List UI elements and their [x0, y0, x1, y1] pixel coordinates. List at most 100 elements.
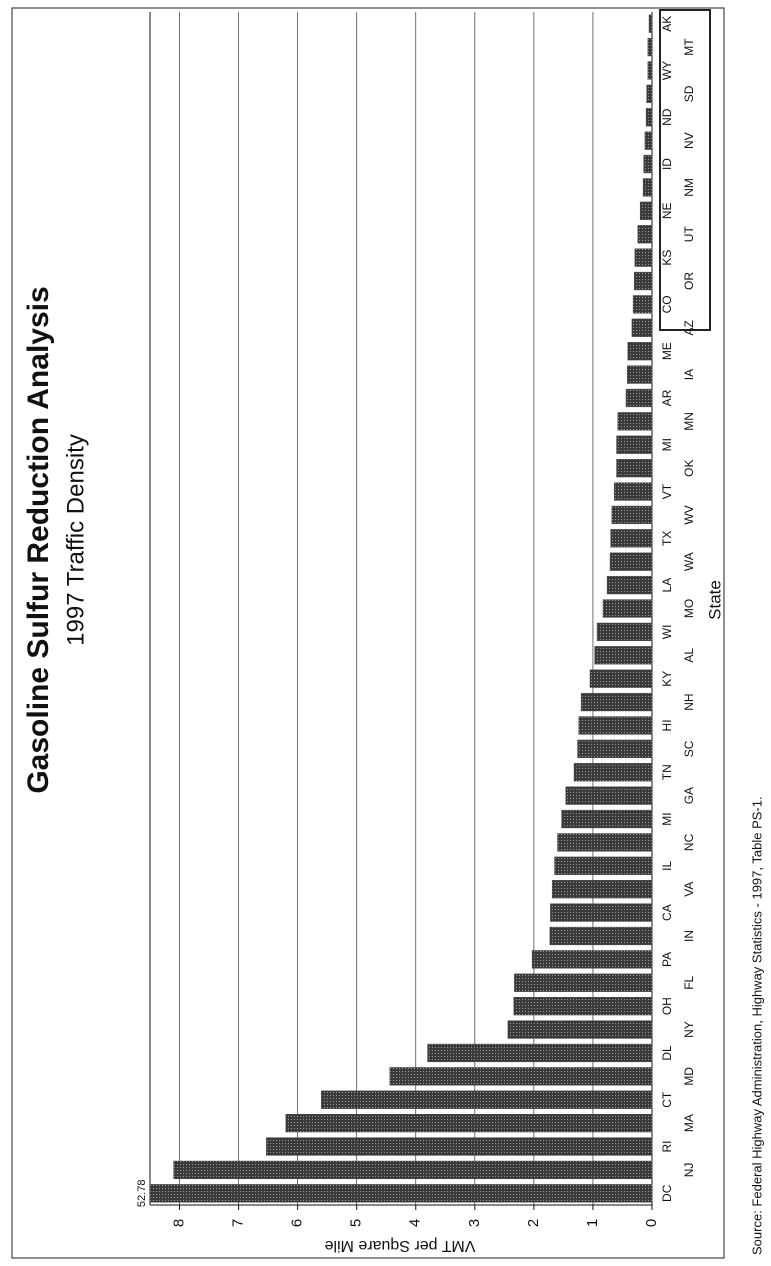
x-tick-label: NV: [682, 132, 696, 149]
x-tick-label: RI: [660, 1141, 674, 1153]
x-tick-label: MD: [682, 1067, 696, 1086]
bar: [173, 1160, 653, 1180]
x-tick-label: DL: [660, 1045, 674, 1061]
x-tick-label: MT: [682, 38, 696, 56]
bar: [647, 61, 653, 80]
bar: [626, 365, 653, 384]
bar: [389, 1067, 653, 1086]
x-tick-label: NC: [682, 833, 696, 851]
bar: [321, 1090, 653, 1109]
x-tick-label: WI: [660, 625, 674, 640]
x-tick-label: WV: [682, 505, 696, 524]
bar: [642, 178, 653, 197]
x-tick-label: MN: [682, 412, 696, 431]
bar: [631, 318, 653, 337]
y-tick-label: 7: [230, 1219, 247, 1227]
y-tick-label: 5: [348, 1219, 365, 1227]
bar: [616, 459, 653, 478]
x-tick-label: WA: [682, 552, 696, 571]
bar: [578, 716, 653, 735]
value-label: 52.78: [136, 1180, 148, 1208]
x-tick-label: CA: [660, 904, 674, 921]
source-note: Source: Federal Highway Administration, …: [749, 796, 764, 1255]
x-tick-label: WY: [660, 61, 674, 80]
x-tick-label: IL: [660, 860, 674, 870]
bar: [634, 271, 653, 291]
bar: [550, 903, 653, 922]
bar: [589, 669, 653, 688]
x-tick-label: OR: [682, 272, 696, 290]
bar: [647, 37, 653, 57]
x-tick-label: AK: [660, 16, 674, 32]
bar: [606, 575, 653, 595]
x-tick-label: UT: [682, 226, 696, 243]
x-tick-label: AZ: [682, 320, 696, 335]
bar: [596, 622, 653, 642]
x-tick-label: AR: [660, 389, 674, 406]
x-tick-label: VT: [660, 483, 674, 499]
y-tick-label: 0: [643, 1219, 660, 1227]
bar: [644, 131, 653, 150]
x-tick-label: HI: [660, 719, 674, 731]
x-tick-label: LA: [660, 578, 674, 593]
bar: [565, 786, 653, 805]
x-tick-label: TN: [660, 764, 674, 780]
x-tick-label: OK: [682, 459, 696, 476]
bar: [580, 692, 653, 712]
x-tick-label: DC: [660, 1184, 674, 1202]
x-tick-label: KY: [660, 671, 674, 687]
x-tick-label: NY: [682, 1021, 696, 1038]
bar: [150, 1184, 653, 1203]
x-tick-label: MA: [682, 1114, 696, 1132]
bar: [561, 809, 653, 829]
x-tick-label: CO: [660, 295, 674, 313]
y-tick-label: 1: [584, 1219, 601, 1227]
x-tick-label: CT: [660, 1091, 674, 1108]
bar: [611, 505, 653, 525]
x-tick-label: NM: [682, 178, 696, 197]
x-tick-label: OH: [660, 997, 674, 1015]
x-tick-label: MI: [660, 438, 674, 451]
frame: [11, 7, 725, 1259]
bar: [513, 997, 653, 1016]
x-tick-label: ME: [660, 342, 674, 360]
bar: [577, 739, 653, 758]
bar: [427, 1043, 653, 1063]
bar: [602, 599, 653, 618]
x-tick-label: IA: [682, 369, 696, 380]
x-tick-label: NE: [660, 202, 674, 219]
inset-box: [659, 9, 711, 331]
x-tick-label: FL: [682, 975, 696, 989]
y-tick-label: 3: [466, 1219, 483, 1227]
bar: [613, 482, 653, 501]
x-tick-label: TX: [660, 531, 674, 546]
x-tick-label: MI: [660, 812, 674, 825]
y-tick-label: 2: [525, 1219, 542, 1227]
x-tick-label: ID: [660, 158, 674, 170]
bar: [634, 248, 653, 267]
bar: [514, 973, 653, 992]
bar: [531, 950, 653, 969]
bar: [616, 435, 653, 454]
bar: [639, 201, 653, 220]
x-tick-label: KS: [660, 250, 674, 266]
bar: [285, 1113, 653, 1133]
chart-subtitle: 1997 Traffic Density: [62, 434, 89, 646]
bar: [617, 412, 653, 431]
bar: [557, 833, 653, 852]
x-tick-label: AL: [682, 648, 696, 663]
bar: [627, 342, 653, 361]
x-tick-label: VA: [682, 882, 696, 897]
x-axis-title: State: [705, 580, 724, 620]
bar: [549, 926, 653, 946]
bar: [551, 880, 653, 899]
x-tick-label: PA: [660, 952, 674, 967]
y-tick-label: 8: [170, 1219, 187, 1227]
y-axis-title: VMT per Square Mile: [324, 1237, 475, 1254]
x-tick-label: NJ: [682, 1163, 696, 1178]
bar: [646, 84, 653, 104]
bars: [150, 14, 653, 1203]
x-tick-label: SD: [682, 85, 696, 102]
x-tick-label: IN: [682, 930, 696, 942]
